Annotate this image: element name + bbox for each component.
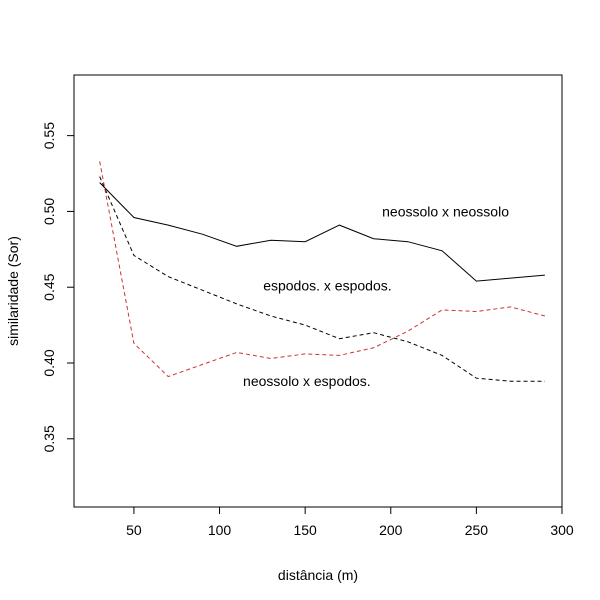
series-line-3 [99,161,546,378]
series-line-1 [99,182,545,282]
x-axis-label: distância (m) [278,567,358,583]
x-tick-label: 250 [465,522,489,538]
x-tick-label: 200 [379,522,403,538]
y-tick-label: 0.50 [41,198,57,225]
x-tick-label: 50 [126,522,142,538]
y-tick-label: 0.55 [41,122,57,149]
x-tick-label: 100 [208,522,232,538]
y-axis: 0.35 0.40 0.45 0.50 0.55 [41,122,74,452]
annotation-layer: neossolo x neossolo espodos. x espodos. ne… [243,203,509,389]
x-axis: 50 100 150 200 250 300 [126,507,574,538]
series-annotation: neossolo x espodos. [243,373,371,389]
series-line-2 [99,176,545,382]
x-tick-label: 300 [550,522,574,538]
series-annotation: neossolo x neossolo [382,203,509,219]
y-tick-label: 0.35 [41,425,57,452]
x-tick-label: 150 [293,522,317,538]
series-annotation: espodos. x espodos. [263,278,391,294]
y-tick-label: 0.40 [41,349,57,376]
plot-frame [73,74,563,508]
y-axis-label: similaridade (Sor) [5,236,21,346]
y-tick-label: 0.45 [41,273,57,300]
series-layer [99,161,546,382]
